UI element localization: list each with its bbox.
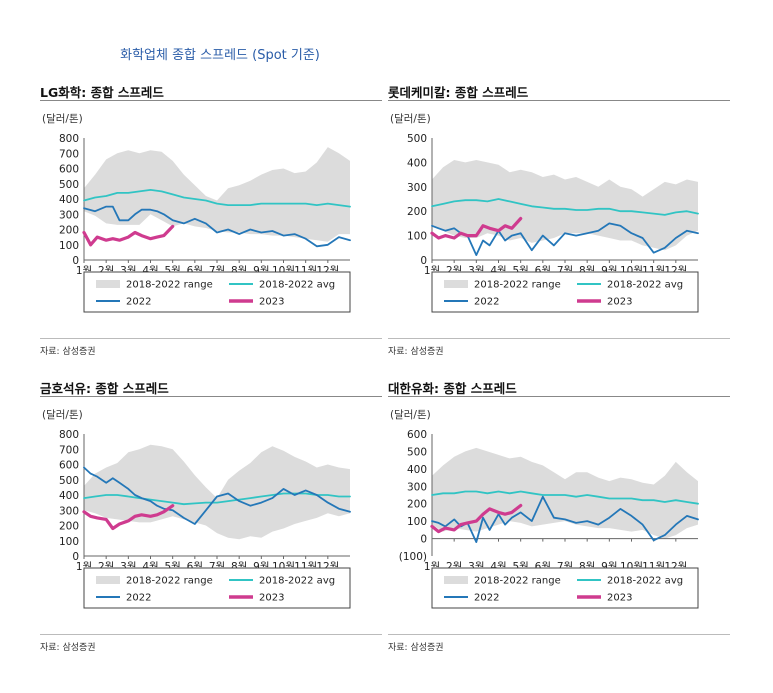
- chart-title: 금호석유: 종합 스프레드: [40, 381, 169, 396]
- series-line-2023: [430, 216, 523, 240]
- series-line-2023: [82, 224, 175, 247]
- title-divider: [388, 100, 730, 101]
- series-line-2022: [83, 205, 351, 248]
- chart-panel-lotte-chem: 롯데케미칼: 종합 스프레드 (달러/톤) 500 400 300 200 100 0 1월…: [388, 82, 730, 382]
- unit-label: (달러/톤): [42, 409, 83, 421]
- y-tick-label: 0: [420, 255, 427, 267]
- series-line-2023: [82, 504, 175, 531]
- legend-avg-label: 2018-2022 avg: [607, 576, 683, 587]
- chart-title: 대한유화: 종합 스프레드: [388, 381, 517, 396]
- title-divider: [40, 396, 382, 397]
- y-tick-label: 300: [407, 481, 427, 493]
- y-tick-label: 600: [407, 429, 427, 441]
- unit-label: (달러/톤): [390, 409, 431, 421]
- legend-avg-label: 2018-2022 avg: [259, 576, 335, 587]
- y-tick-label: 0: [72, 551, 79, 563]
- chart-panel-korea-petrochem: 대한유화: 종합 스프레드 (달러/톤) 600 500 400 300 200 100 0…: [388, 378, 730, 678]
- series-line-avg: [83, 492, 351, 506]
- y-tick-label: 300: [59, 505, 79, 517]
- y-tick-label: 400: [407, 464, 427, 476]
- y-tick-label: 500: [407, 133, 427, 145]
- range-band: [432, 160, 698, 251]
- source-note: 자료: 삼성증권: [40, 643, 96, 653]
- series-line-2022: [83, 466, 351, 525]
- source-divider: [40, 338, 382, 339]
- y-tick-label: 100: [59, 536, 79, 548]
- legend-avg-label: 2018-2022 avg: [259, 280, 335, 291]
- title-divider: [388, 396, 730, 397]
- y-tick-label: 200: [59, 521, 79, 533]
- legend-avg-label: 2018-2022 avg: [607, 280, 683, 291]
- series-line-avg: [431, 198, 699, 216]
- y-tick-label: 600: [59, 164, 79, 176]
- range-band: [432, 447, 698, 539]
- legend-box: [83, 271, 351, 313]
- y-tick-label: 800: [59, 429, 79, 441]
- range-band: [84, 147, 350, 242]
- legend-range-label: 2018-2022 range: [126, 576, 213, 587]
- source-note: 자료: 삼성증권: [388, 347, 444, 357]
- title-divider: [40, 100, 382, 101]
- y-tick-label: 100: [59, 240, 79, 252]
- unit-label: (달러/톤): [42, 113, 83, 125]
- chart-title: 롯데케미칼: 종합 스프레드: [388, 85, 529, 100]
- legend-2022-label: 2022: [126, 593, 151, 604]
- source-divider: [40, 634, 382, 635]
- y-tick-label: (100): [399, 551, 427, 563]
- source-divider: [388, 634, 730, 635]
- legend-range-label: 2018-2022 range: [474, 576, 561, 587]
- legend-2022-label: 2022: [474, 297, 499, 308]
- y-tick-label: 300: [407, 182, 427, 194]
- legend-2023-label: 2023: [259, 593, 284, 604]
- y-tick-label: 500: [59, 179, 79, 191]
- legend-range-label: 2018-2022 range: [474, 280, 561, 291]
- y-tick-label: 400: [59, 194, 79, 206]
- source-note: 자료: 삼성증권: [40, 347, 96, 357]
- legend-range-label: 2018-2022 range: [126, 280, 213, 291]
- legend-box: [431, 271, 699, 313]
- y-tick-label: 200: [59, 225, 79, 237]
- y-tick-label: 400: [59, 490, 79, 502]
- legend-2023-label: 2023: [607, 297, 632, 308]
- y-tick-label: 0: [72, 255, 79, 267]
- legend-2023-label: 2023: [259, 297, 284, 308]
- legend-box: [83, 567, 351, 609]
- page-title: 화학업체 종합 스프레드 (Spot 기준): [120, 48, 320, 63]
- chart-panel-lg-chem: LG화학: 종합 스프레드 (달러/톤) 800 700 600 500 400 300 2…: [40, 82, 382, 382]
- y-tick-label: 300: [59, 209, 79, 221]
- unit-label: (달러/톤): [390, 113, 431, 125]
- y-tick-label: 100: [407, 516, 427, 528]
- series-line-2023: [430, 503, 523, 534]
- y-tick-label: 700: [59, 148, 79, 160]
- legend-2022-label: 2022: [474, 593, 499, 604]
- source-divider: [388, 338, 730, 339]
- y-tick-label: 400: [407, 157, 427, 169]
- chart-title: LG화학: 종합 스프레드: [40, 85, 164, 100]
- legend-box: [431, 567, 699, 609]
- y-tick-label: 500: [59, 475, 79, 487]
- y-tick-label: 200: [407, 206, 427, 218]
- legend-2023-label: 2023: [607, 593, 632, 604]
- series-line-avg: [431, 490, 699, 505]
- y-tick-label: 0: [420, 534, 427, 546]
- source-note: 자료: 삼성증권: [388, 643, 444, 653]
- series-line-avg: [83, 189, 351, 208]
- y-tick-label: 200: [407, 499, 427, 511]
- chart-panel-kumho: 금호석유: 종합 스프레드 (달러/톤) 800 700 600 500 400 300 2…: [40, 378, 382, 678]
- y-tick-label: 500: [407, 446, 427, 458]
- y-tick-label: 100: [407, 231, 427, 243]
- legend-2022-label: 2022: [126, 297, 151, 308]
- y-tick-label: 800: [59, 133, 79, 145]
- y-tick-label: 700: [59, 444, 79, 456]
- y-tick-label: 600: [59, 460, 79, 472]
